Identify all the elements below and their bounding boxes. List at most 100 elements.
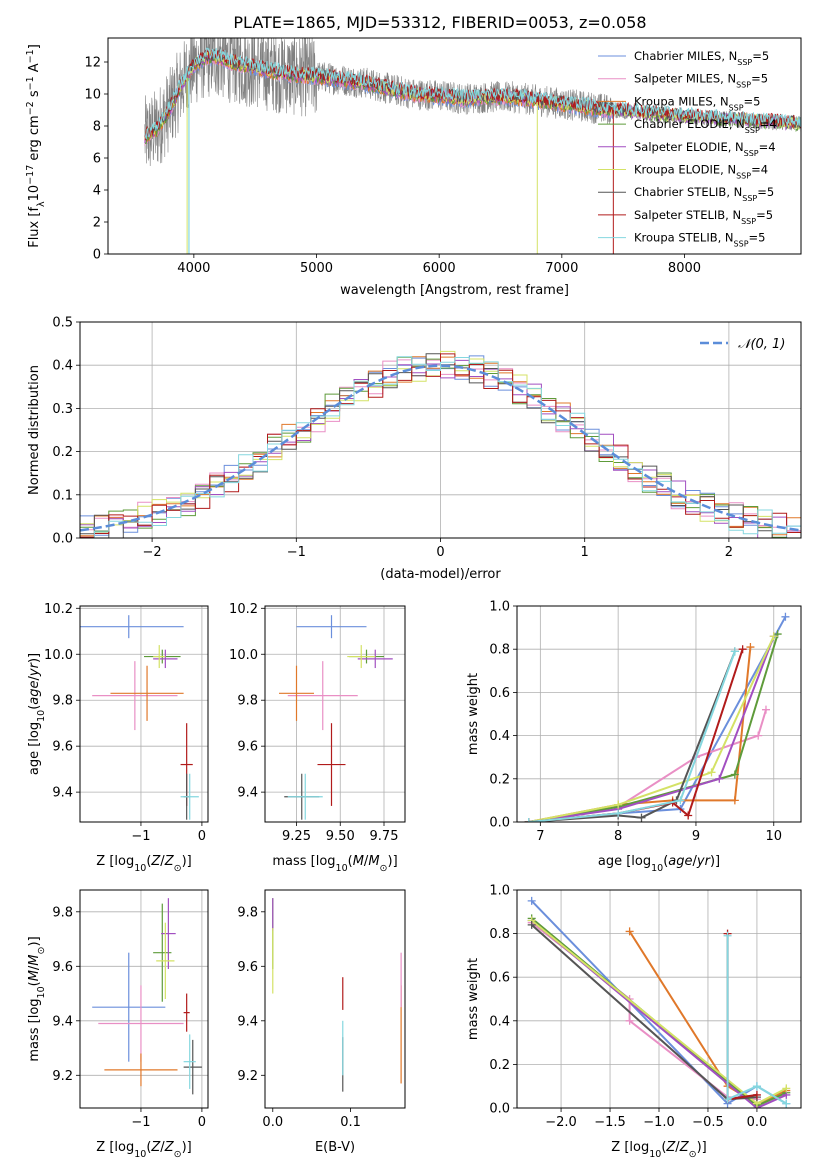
axes-frame: [264, 889, 406, 1109]
x-tick-label: 6000: [423, 261, 456, 276]
legend-entry-chabrier_stelib: Chabrier STELIB, NSSP=5: [634, 185, 774, 203]
y-tick-label: 0.1: [52, 488, 73, 503]
panel-z_weights: −2.0 −1.5 −1.0 −0.5 0.0 0.0 0.2 0.4 0.6 0.8 1.0 Z […: [466, 884, 802, 1160]
weight-marker-kroupa_stelib: [752, 1082, 761, 1091]
weight-marker-kroupa_elodie: [782, 1084, 791, 1093]
weight-marker-kroupa_miles: [730, 796, 739, 805]
weight-marker-kroupa_stelib: [524, 818, 533, 822]
x-tick-label: 1: [581, 545, 589, 560]
weight-line-salpeter_stelib: [726, 933, 758, 1101]
y-tick-label: 0.4: [52, 359, 73, 374]
y-tick-label: 10.2: [44, 602, 73, 617]
y-tick-label: 0.4: [489, 729, 510, 744]
legend-entry-kroupa_elodie: Kroupa ELODIE, NSSP=4: [634, 163, 768, 181]
y-tick-label: 10: [84, 88, 101, 103]
y-tick-label: 12: [84, 56, 101, 71]
weight-line-kroupa_stelib: [528, 651, 736, 822]
weight-marker-chabrier_stelib: [527, 920, 536, 929]
x-tick-label: −1: [287, 545, 306, 560]
panel-residuals: −2 −1 0 1 2 0.0 0.1 0.2 0.3 0.4 0.5 𝒩(0, 1) (data-mo…: [27, 316, 802, 582]
y-tick-label: 0.0: [489, 816, 510, 831]
x-tick-label: 4000: [177, 261, 210, 276]
weight-marker-kroupa_stelib: [676, 796, 685, 805]
histogram-kroupa_stelib: [80, 356, 801, 538]
weight-marker-salpeter_stelib: [684, 811, 693, 820]
axes-frame: [79, 889, 209, 1109]
plot-area: [279, 615, 393, 820]
weight-marker-kroupa_stelib: [730, 647, 739, 656]
y-tick-label: 0.4: [489, 1014, 510, 1029]
weight-line-chabrier_elodie: [528, 633, 779, 822]
y-tick-label: 0.3: [52, 402, 73, 417]
x-tick-label: 0.1: [340, 1115, 361, 1130]
page-title: PLATE=1865, MJD=53312, FIBERID=0053, z=0…: [233, 13, 646, 32]
y-tick-label: 9.2: [52, 1069, 73, 1084]
y-tick-label: 0.2: [489, 772, 510, 787]
y-tick-label: 9.8: [52, 694, 73, 709]
y-axis-label: mass weight: [466, 958, 481, 1040]
weight-marker-salpeter_elodie: [715, 774, 724, 783]
panel-spectrum: 4000 5000 6000 7000 8000 0 2 4 6 8 10 12 wavelength …: [25, 37, 802, 298]
y-tick-label: 0.5: [52, 316, 73, 331]
y-tick-label: 0.2: [52, 445, 73, 460]
x-tick-label: 0: [198, 829, 206, 844]
y-tick-label: 9.8: [237, 905, 258, 920]
x-tick-label: 9.75: [370, 829, 399, 844]
weight-marker-salpeter_stelib: [752, 1090, 761, 1099]
x-tick-label: −2.0: [545, 1115, 577, 1130]
y-tick-label: 2: [93, 216, 101, 231]
x-axis-label: Z [log10(Z/Z⊙)]: [96, 1140, 191, 1160]
x-tick-label: 0: [198, 1115, 206, 1130]
x-tick-label: −2: [143, 545, 162, 560]
weight-marker-salpeter_miles: [625, 1016, 634, 1025]
y-tick-label: 1.0: [489, 600, 510, 615]
panel-age_weights: 7 8 9 10 0.0 0.2 0.4 0.6 0.8 1.0 age [log10(age/yr…: [466, 600, 802, 874]
weight-marker-kroupa_miles: [746, 643, 755, 652]
y-tick-label: 0.8: [489, 927, 510, 942]
weight-marker-kroupa_stelib: [782, 1099, 791, 1108]
x-axis-label: Z [log10(Z/Z⊙)]: [611, 1140, 706, 1160]
y-tick-label: 0.0: [52, 532, 73, 547]
x-tick-label: −1: [131, 829, 150, 844]
x-axis-label: wavelength [Angstrom, rest frame]: [340, 283, 569, 298]
weight-line-kroupa_elodie: [528, 635, 775, 822]
weight-marker-chabrier_miles: [781, 612, 790, 621]
legend-entry-chabrier_miles: Chabrier MILES, NSSP=5: [634, 49, 769, 67]
x-tick-label: −0.5: [692, 1115, 724, 1130]
y-tick-label: 10.2: [229, 602, 258, 617]
weight-marker-salpeter_miles: [754, 731, 763, 740]
x-tick-label: 7000: [545, 261, 578, 276]
panel-mass_vs_age: 9.25 9.50 9.75 9.4 9.6 9.8 10.0 10.2 mass [log10…: [229, 602, 406, 874]
x-tick-label: 9.25: [282, 829, 311, 844]
y-tick-label: 9.4: [52, 786, 73, 801]
x-tick-label: 10: [765, 829, 782, 844]
weight-line-salpeter_miles: [528, 709, 767, 822]
y-tick-label: 9.4: [237, 786, 258, 801]
y-tick-label: 9.2: [237, 1069, 258, 1084]
y-tick-label: 9.6: [52, 740, 73, 755]
weight-marker-kroupa_stelib: [723, 1095, 732, 1104]
weight-marker-chabrier_elodie: [730, 770, 739, 779]
y-tick-label: 10.0: [44, 648, 73, 663]
legend-entry-chabrier_elodie: Chabrier ELODIE, NSSP=4: [634, 117, 777, 135]
panel-z_vs_mass: −1 0 9.2 9.4 9.6 9.8 Z [log10(Z/Z⊙)] mass [log1…: [27, 889, 209, 1160]
plot-area: [272, 898, 402, 1092]
y-tick-label: 4: [93, 184, 101, 199]
x-tick-label: 9.50: [326, 829, 355, 844]
axes-frame: [264, 605, 406, 823]
x-axis-label: mass [log10(M/M⊙)]: [272, 854, 397, 874]
axes-frame: [79, 605, 209, 823]
x-tick-label: 0: [436, 545, 444, 560]
weight-marker-chabrier_stelib: [637, 813, 646, 822]
legend-entry-salpeter_miles: Salpeter MILES, NSSP=5: [634, 72, 768, 90]
y-tick-label: 9.4: [52, 1014, 73, 1029]
y-tick-label: 0.8: [489, 643, 510, 658]
y-axis-label: mass [log10(M/M⊙)]: [27, 936, 47, 1061]
weight-marker-salpeter_miles: [761, 705, 770, 714]
plot-area: [524, 612, 790, 822]
plot-area: [527, 896, 791, 1108]
normal-curve: [80, 364, 801, 532]
x-axis-label: Z [log10(Z/Z⊙)]: [96, 854, 191, 874]
y-tick-label: 9.6: [237, 740, 258, 755]
